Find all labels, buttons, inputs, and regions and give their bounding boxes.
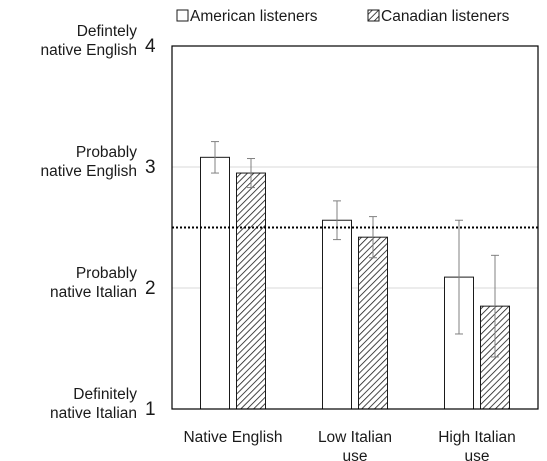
error-bar-canadian-1 bbox=[369, 216, 377, 259]
error-bar-american-2 bbox=[455, 219, 463, 335]
legend: American listeners Canadian listeners bbox=[176, 8, 510, 25]
plot-area-frame bbox=[171, 45, 539, 410]
y-tick-desc-4-0: Defintely bbox=[77, 23, 138, 40]
error-bars bbox=[211, 141, 499, 358]
category-label-2: High Italian use bbox=[438, 429, 516, 461]
bar-canadian-0 bbox=[236, 172, 266, 410]
y-tick-desc-3-1: native English bbox=[40, 163, 137, 180]
gridlines bbox=[172, 166, 538, 289]
y-tick-2: 2 bbox=[145, 278, 156, 299]
category-label-1: Low Italian use bbox=[318, 429, 392, 461]
error-bar-american-0 bbox=[211, 141, 219, 174]
y-tick-desc-1-1: native Italian bbox=[50, 405, 137, 422]
bars bbox=[200, 156, 510, 410]
bar-american-0 bbox=[200, 156, 230, 410]
error-bar-canadian-2 bbox=[491, 254, 499, 358]
legend-label-canadian: Canadian listeners bbox=[381, 8, 510, 25]
legend-label-american: American listeners bbox=[190, 8, 318, 25]
y-axis-ticks: 4 Defintely native English 3 Probably native … bbox=[40, 23, 156, 422]
y-tick-desc-3-0: Probably bbox=[76, 144, 137, 161]
error-bar-american-1 bbox=[333, 200, 341, 241]
y-tick-desc-1-0: Definitely bbox=[73, 386, 137, 403]
legend-swatch-american bbox=[176, 9, 189, 22]
y-tick-4: 4 bbox=[145, 36, 156, 57]
bar-american-1 bbox=[322, 219, 352, 410]
y-tick-desc-4-1: native English bbox=[40, 42, 137, 59]
y-tick-desc-2-1: native Italian bbox=[50, 284, 137, 301]
y-tick-1: 1 bbox=[145, 399, 156, 420]
bar-canadian-1 bbox=[358, 236, 388, 410]
y-tick-3: 3 bbox=[145, 157, 156, 178]
legend-swatch-canadian bbox=[367, 9, 380, 22]
x-axis-categories: Native English Low Italian use High Italian… bbox=[183, 429, 515, 461]
error-bar-canadian-0 bbox=[247, 158, 255, 189]
category-label-0: Native English bbox=[183, 429, 282, 446]
y-tick-desc-2-0: Probably bbox=[76, 265, 137, 282]
